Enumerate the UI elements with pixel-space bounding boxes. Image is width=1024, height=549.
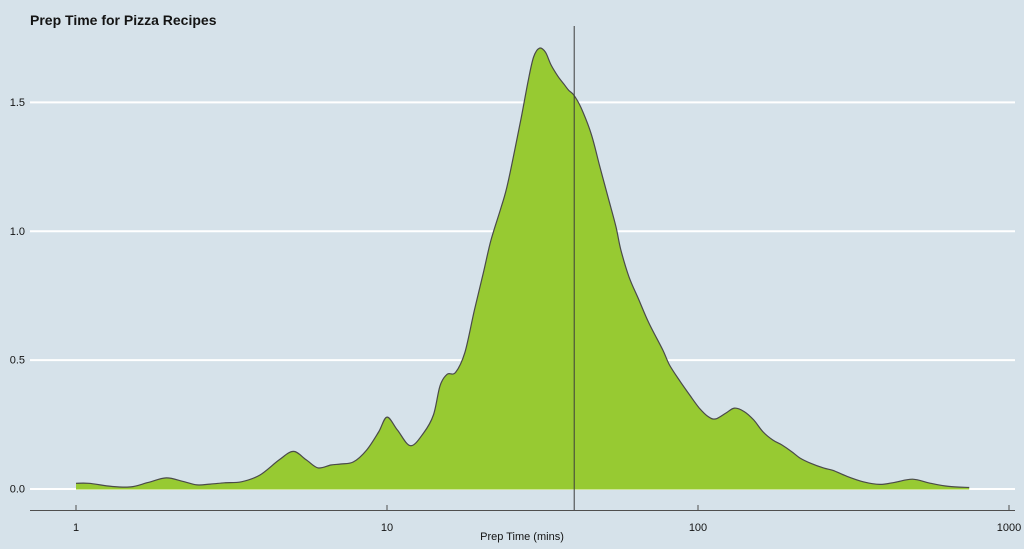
y-tick-label: 0.5	[10, 355, 25, 367]
y-tick-label: 1.0	[10, 226, 25, 238]
chart-title: Prep Time for Pizza Recipes	[30, 12, 217, 28]
x-tick-label: 100	[689, 522, 707, 534]
x-tick-label: 1	[73, 522, 79, 534]
y-tick-label: 1.5	[10, 97, 25, 109]
axes-layer	[30, 26, 1015, 511]
x-axis-title: Prep Time (mins)	[480, 531, 564, 543]
x-tick-label: 10	[381, 522, 393, 534]
x-tick-label: 1000	[997, 522, 1021, 534]
density-curve	[75, 47, 970, 489]
series-layer	[75, 47, 970, 490]
tick-label-layer: 1 10 100 1000 0.0 0.5 1.0 1.5	[10, 97, 1022, 534]
density-area	[76, 48, 970, 490]
y-tick-label: 0.0	[10, 484, 25, 496]
